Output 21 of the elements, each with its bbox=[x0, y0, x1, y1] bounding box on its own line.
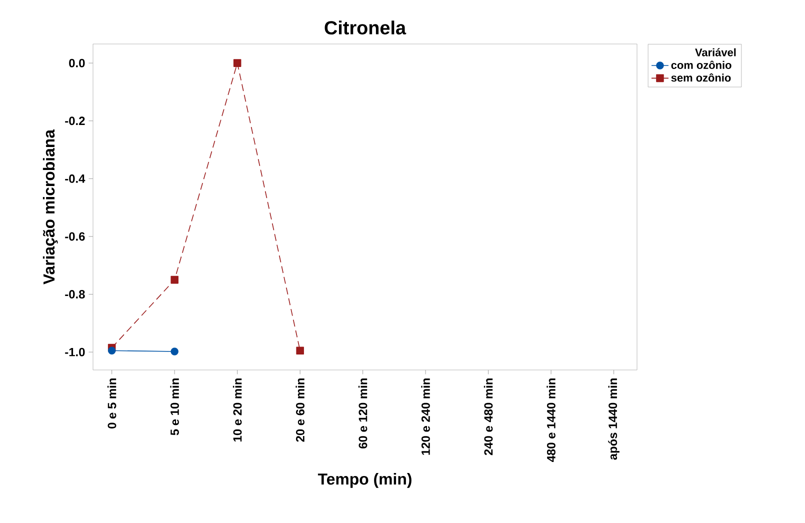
x-tick-label: 5 e 10 min bbox=[170, 378, 179, 436]
x-tick-label: 120 e 240 min bbox=[421, 378, 430, 455]
y-tick-label: -0.8 bbox=[65, 290, 85, 298]
x-tick-label: 240 e 480 min bbox=[484, 378, 493, 456]
x-axis-title: Tempo (min) bbox=[318, 473, 412, 488]
x-tick-label: 480 e 1440 min bbox=[546, 378, 556, 462]
y-tick-label: -0.6 bbox=[65, 232, 85, 241]
legend-label: sem ozônio bbox=[671, 73, 731, 82]
chart-title: Citronela bbox=[324, 20, 406, 34]
legend-label: com ozônio bbox=[671, 60, 732, 69]
y-tick-label: 0.0 bbox=[69, 58, 85, 68]
x-tick-label: após 1440 min bbox=[608, 378, 620, 460]
x-tick-label: 0 e 5 min bbox=[107, 378, 116, 428]
y-tick-label: -0.4 bbox=[65, 174, 86, 183]
x-tick-label: 20 e 60 min bbox=[296, 378, 304, 442]
y-tick-label: -0.2 bbox=[65, 116, 85, 126]
y-tick-label: -1.0 bbox=[65, 348, 85, 356]
legend-title: Variável bbox=[695, 48, 736, 56]
x-tick-label: 10 e 20 min bbox=[232, 378, 242, 442]
y-axis-title: Variação microbiana bbox=[42, 129, 58, 284]
x-tick-label: 60 e 120 min bbox=[358, 378, 368, 448]
